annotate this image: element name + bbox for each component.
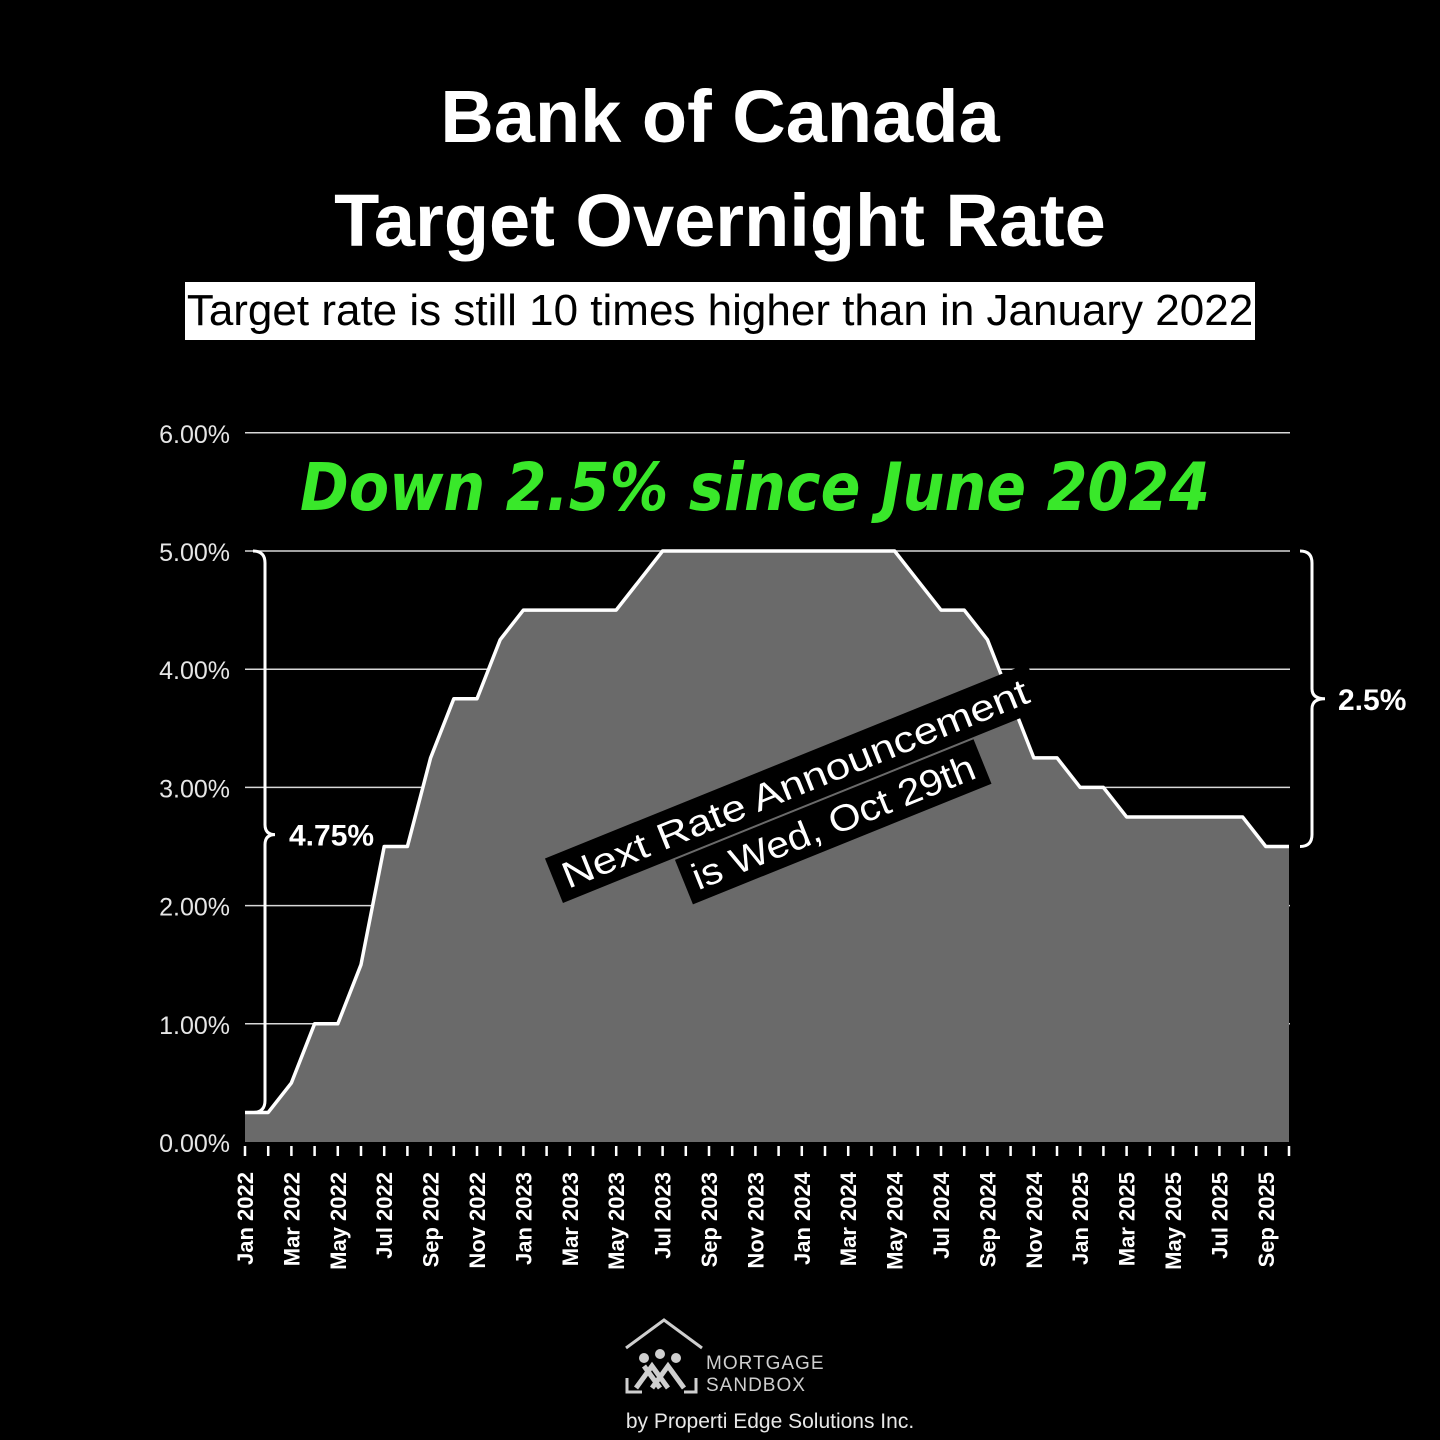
x-tick-label: May 2024 bbox=[883, 1171, 908, 1270]
x-tick-label: Jan 2025 bbox=[1068, 1172, 1093, 1265]
callout-box-line2 bbox=[674, 739, 992, 905]
headline-annotation: Down 2.5% since June 2024 bbox=[300, 449, 1210, 526]
y-tick-label: 4.00% bbox=[159, 657, 230, 685]
x-tick-label: Nov 2024 bbox=[1022, 1171, 1047, 1268]
right-bracket bbox=[1299, 549, 1326, 848]
x-tick-label: Nov 2022 bbox=[465, 1172, 490, 1269]
x-tick-label: Nov 2023 bbox=[743, 1172, 768, 1269]
x-tick-label: Sep 2025 bbox=[1254, 1172, 1279, 1267]
callout-box-line1 bbox=[544, 663, 1046, 903]
y-tick-label: 5.00% bbox=[159, 539, 230, 567]
left-bracket-label: 4.75% bbox=[289, 820, 374, 853]
x-tick-label: Mar 2025 bbox=[1115, 1172, 1140, 1266]
x-tick-label: Sep 2023 bbox=[697, 1172, 722, 1267]
chart-title-line1: Bank of Canada bbox=[440, 75, 1000, 158]
y-tick-label: 0.00% bbox=[159, 1130, 230, 1158]
x-tick-label: Mar 2023 bbox=[558, 1172, 583, 1266]
y-tick-label: 1.00% bbox=[159, 1012, 230, 1040]
y-axis-ticks: 0.00% 1.00% 2.00% 3.00% 4.00% 5.00% 6.00% bbox=[159, 421, 230, 1158]
x-tick-label: Mar 2022 bbox=[279, 1172, 304, 1266]
x-tick-label: Sep 2024 bbox=[975, 1171, 1000, 1267]
x-tick-label: May 2025 bbox=[1161, 1172, 1186, 1270]
y-tick-label: 6.00% bbox=[159, 421, 230, 449]
chart-title-line2: Target Overnight Rate bbox=[334, 179, 1106, 262]
brackets bbox=[252, 549, 1326, 1114]
logo-line2: SANDBOX bbox=[706, 1375, 806, 1396]
x-tick-label: May 2022 bbox=[326, 1172, 351, 1270]
x-tick-label: Jul 2022 bbox=[372, 1172, 397, 1259]
x-tick-label: May 2023 bbox=[604, 1172, 629, 1270]
y-tick-label: 2.00% bbox=[159, 894, 230, 922]
x-tick-label: Jul 2025 bbox=[1207, 1172, 1232, 1259]
x-tick-label: Jan 2024 bbox=[790, 1171, 815, 1265]
x-tick-label: Mar 2024 bbox=[836, 1171, 861, 1266]
logo-line1: MORTGAGE bbox=[706, 1353, 825, 1374]
footer-credit: by Properti Edge Solutions Inc. bbox=[625, 1410, 915, 1433]
chart-subtitle: Target rate is still 10 times higher tha… bbox=[184, 282, 1256, 340]
x-axis-ticks: Jan 2022 Mar 2022 May 2022 Jul 2022 Sep 2022… bbox=[233, 1146, 1291, 1270]
x-tick-label: Sep 2022 bbox=[419, 1172, 444, 1267]
x-tick-label: Jan 2022 bbox=[233, 1172, 258, 1265]
x-tick-label: Jul 2023 bbox=[651, 1172, 676, 1259]
y-tick-label: 3.00% bbox=[159, 775, 230, 803]
right-bracket-label: 2.5% bbox=[1338, 684, 1406, 717]
mortgage-sandbox-logo: MORTGAGE SANDBOX bbox=[622, 1318, 825, 1402]
rate-line bbox=[245, 549, 1289, 1115]
x-tick-label: Jan 2023 bbox=[511, 1172, 536, 1265]
x-tick-label: Jul 2024 bbox=[929, 1171, 954, 1259]
left-bracket bbox=[252, 549, 276, 1114]
house-people-icon bbox=[625, 1318, 703, 1394]
